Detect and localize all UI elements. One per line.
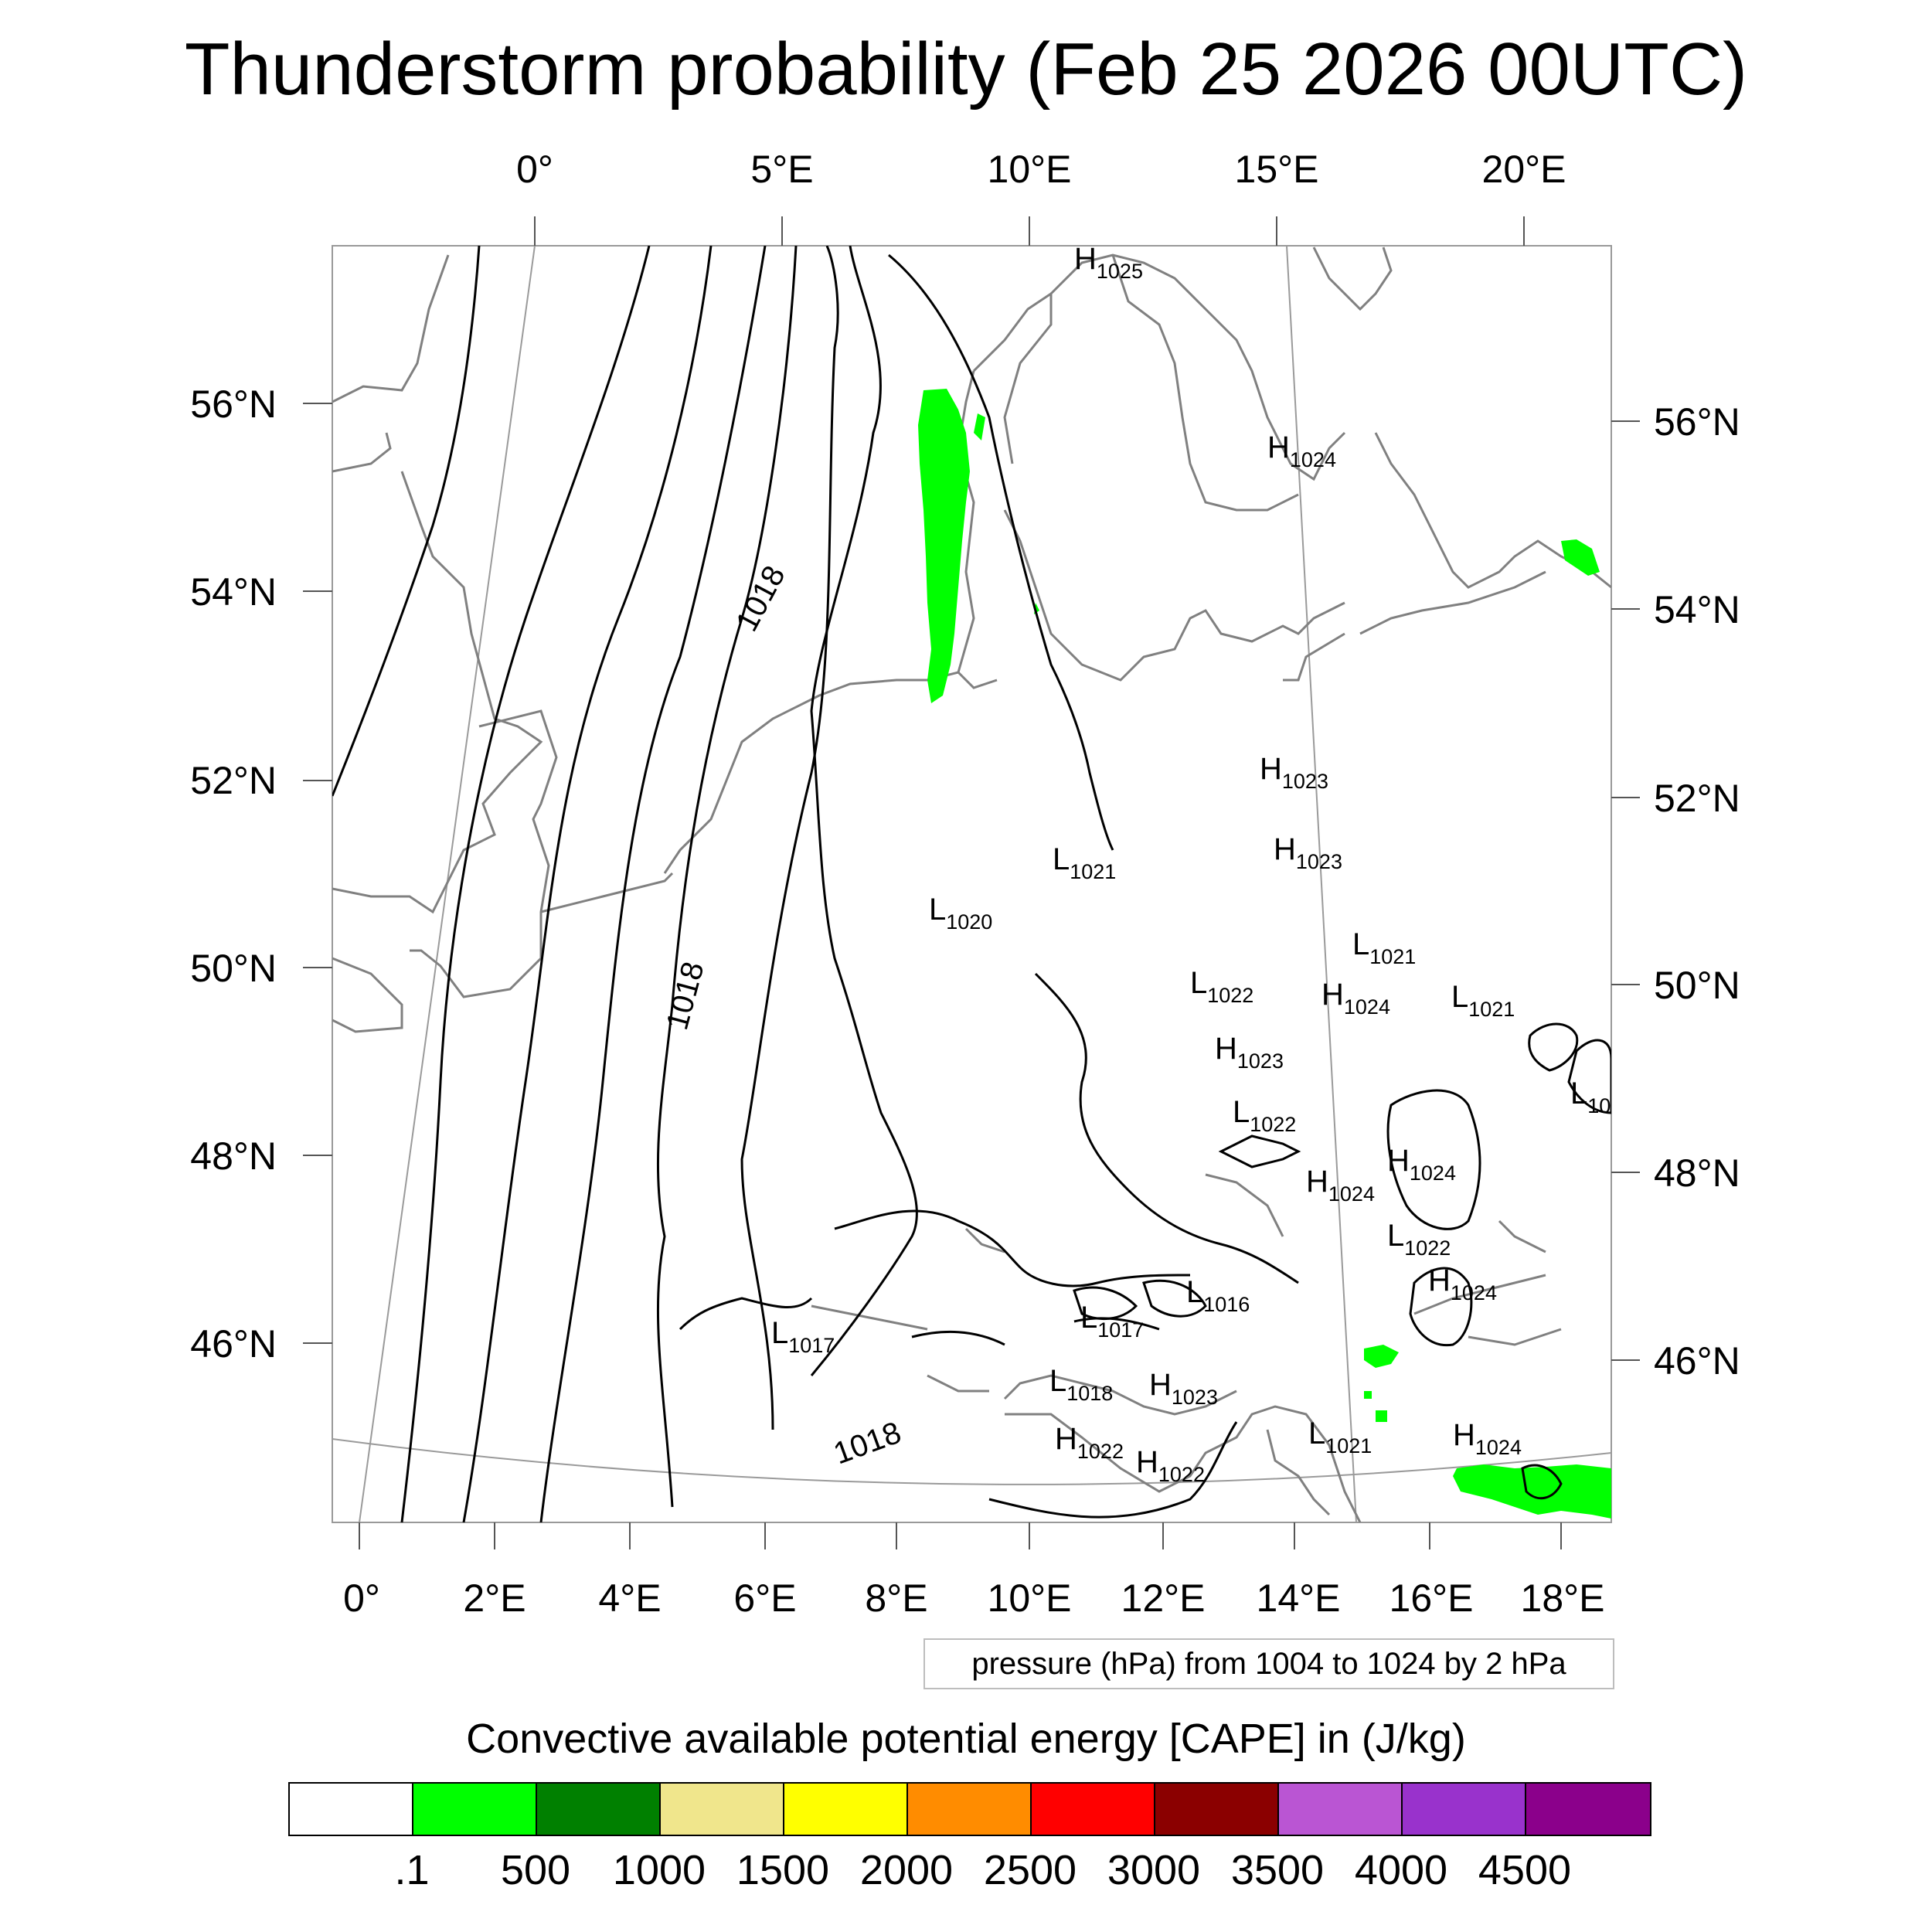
colorbar-swatch (1526, 1784, 1650, 1835)
pressure-center-label: L1021 (1053, 842, 1116, 883)
lat-label: 56°N (190, 383, 277, 426)
lon-label: 2°E (463, 1577, 526, 1620)
pressure-centers: H1025 H1024 H1023 H1023 L1021 L1020 L102… (771, 242, 1611, 1486)
right-lat-labels: 56°N 54°N 52°N 50°N 48°N 46°N (1654, 400, 1740, 1383)
colorbar-swatch (908, 1784, 1032, 1835)
cape-areas (918, 389, 1611, 1519)
colorbar-swatch (1155, 1784, 1279, 1835)
pressure-center-label: L1022 (1387, 1219, 1451, 1260)
lat-label: 52°N (190, 759, 277, 802)
pressure-center-label: H1023 (1274, 832, 1342, 873)
lat-label: 54°N (190, 570, 277, 614)
colorbar-swatch (1403, 1784, 1526, 1835)
lat-label: 50°N (1654, 964, 1740, 1007)
lat-label: 54°N (1654, 588, 1740, 631)
pressure-center-label: H1023 (1260, 752, 1328, 793)
coastlines (332, 247, 1611, 1522)
lon-label: 12°E (1121, 1577, 1206, 1620)
pressure-center-label: L1018 (1049, 1364, 1113, 1405)
pressure-center-label: L1022 (1233, 1095, 1296, 1136)
colorbar-tick-labels: .1 500 1000 1500 2000 2500 3000 3500 4000 4500 (0, 1843, 1932, 1897)
lat-label: 50°N (190, 947, 277, 990)
colorbar-tick-label: 500 (500, 1847, 571, 1893)
lon-label: 0° (516, 148, 553, 191)
colorbar-swatch (661, 1784, 784, 1835)
pressure-center-label: H1024 (1321, 978, 1390, 1019)
lat-label: 52°N (1654, 777, 1740, 820)
lat-label: 56°N (1654, 400, 1740, 444)
lon-label: 16°E (1389, 1577, 1474, 1620)
colorbar-title: Convective available potential energy [C… (466, 1716, 1466, 1762)
colorbar-swatch (290, 1784, 413, 1835)
colorbar-swatch (537, 1784, 661, 1835)
lon-label: 14°E (1257, 1577, 1341, 1620)
pressure-center-label: L1017 (771, 1316, 835, 1357)
pressure-center-label: L1021 (1451, 980, 1515, 1021)
colorbar-tick-label: 4500 (1478, 1847, 1572, 1893)
lat-label: 48°N (1654, 1151, 1740, 1195)
axis-ticks (303, 216, 1640, 1549)
lat-label: 48°N (190, 1134, 277, 1178)
pressure-center-label: L1021 (1352, 927, 1416, 968)
colorbar-swatch (1279, 1784, 1403, 1835)
colorbar-tick-label: 2000 (859, 1847, 954, 1893)
colorbar-tick-label: 3500 (1230, 1847, 1325, 1893)
lat-label: 46°N (1654, 1339, 1740, 1383)
lon-label: 8°E (865, 1577, 927, 1620)
pressure-center-label: H1024 (1428, 1264, 1497, 1304)
pressure-center-label: H1022 (1055, 1422, 1124, 1463)
pressure-center-label: L1021 (1308, 1417, 1372, 1458)
colorbar-swatch (413, 1784, 537, 1835)
colorbar-tick-label: 3000 (1107, 1847, 1201, 1893)
colorbar-swatch (784, 1784, 908, 1835)
lon-label: 5°E (750, 148, 813, 191)
lon-label: 6°E (733, 1577, 796, 1620)
pressure-center-label: L10 (1570, 1077, 1611, 1117)
lon-label: 15°E (1235, 148, 1319, 191)
colorbar-tick-label: 1000 (612, 1847, 706, 1893)
pressure-center-label: H1024 (1453, 1418, 1522, 1459)
pressure-contour-note: pressure (hPa) from 1004 to 1024 by 2 hP… (923, 1638, 1614, 1689)
pressure-center-label: H1022 (1136, 1445, 1205, 1486)
lon-label: 4°E (598, 1577, 661, 1620)
colorbar-tick-label: 1500 (736, 1847, 830, 1893)
left-lat-labels: 56°N 54°N 52°N 50°N 48°N 46°N (190, 383, 277, 1366)
colorbar-swatch (1032, 1784, 1155, 1835)
pressure-center-label: L1017 (1080, 1301, 1144, 1342)
bottom-lon-labels: 0° 2°E 4°E 6°E 8°E 10°E 12°E 14°E 16°E 1… (343, 1577, 1604, 1620)
pressure-center-label: L1022 (1190, 966, 1253, 1007)
map-title: Thunderstorm probability (Feb 25 2026 00… (184, 28, 1748, 111)
pressure-center-label: H1023 (1215, 1032, 1284, 1073)
colorbar (288, 1782, 1651, 1836)
colorbar-tick-label: .1 (394, 1847, 430, 1893)
lon-label: 0° (343, 1577, 380, 1620)
pressure-center-label: H1024 (1387, 1144, 1456, 1185)
lat-label: 46°N (190, 1322, 277, 1366)
lon-label: 10°E (988, 1577, 1072, 1620)
top-lon-labels: 0° 5°E 10°E 15°E 20°E (516, 148, 1566, 191)
pressure-center-label: H1025 (1074, 242, 1143, 283)
pressure-center-label: H1024 (1267, 430, 1336, 471)
pressure-center-label: H1024 (1306, 1165, 1375, 1206)
pressure-center-label: L1016 (1186, 1275, 1250, 1316)
colorbar-tick-label: 2500 (983, 1847, 1077, 1893)
lon-label: 20°E (1482, 148, 1566, 191)
isobars (332, 246, 1611, 1522)
colorbar-tick-label: 4000 (1354, 1847, 1448, 1893)
lon-label: 18°E (1521, 1577, 1605, 1620)
pressure-center-label: L1020 (929, 893, 992, 934)
lon-label: 10°E (988, 148, 1072, 191)
pressure-center-label: H1023 (1149, 1368, 1218, 1409)
